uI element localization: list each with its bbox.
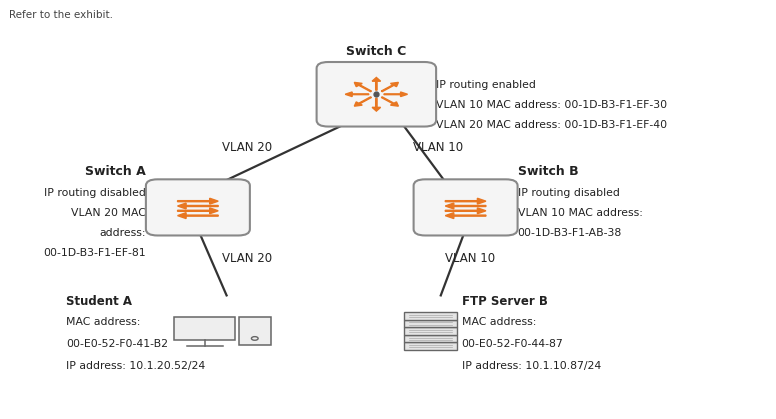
FancyBboxPatch shape	[404, 342, 457, 350]
Text: IP routing enabled: IP routing enabled	[436, 80, 536, 90]
FancyArrow shape	[345, 92, 369, 96]
FancyBboxPatch shape	[175, 316, 235, 341]
Text: VLAN 20 MAC: VLAN 20 MAC	[71, 208, 146, 218]
FancyArrow shape	[445, 213, 486, 219]
FancyArrow shape	[355, 97, 372, 106]
FancyArrow shape	[381, 83, 398, 92]
FancyBboxPatch shape	[404, 327, 457, 335]
FancyArrow shape	[372, 98, 380, 111]
FancyBboxPatch shape	[146, 179, 250, 235]
Text: FTP Server B: FTP Server B	[462, 295, 548, 308]
Text: VLAN 20: VLAN 20	[222, 141, 272, 154]
FancyArrow shape	[178, 198, 218, 204]
FancyArrow shape	[445, 208, 486, 214]
FancyBboxPatch shape	[404, 335, 457, 342]
FancyArrow shape	[381, 97, 398, 106]
Text: IP address: 10.1.10.87/24: IP address: 10.1.10.87/24	[462, 361, 601, 371]
Text: Refer to the exhibit.: Refer to the exhibit.	[9, 10, 113, 21]
Text: VLAN 10 MAC address:: VLAN 10 MAC address:	[518, 208, 643, 218]
FancyBboxPatch shape	[404, 320, 457, 327]
FancyArrow shape	[445, 198, 486, 204]
Text: VLAN 20 MAC address: 00-1D-B3-F1-EF-40: VLAN 20 MAC address: 00-1D-B3-F1-EF-40	[436, 120, 667, 130]
FancyArrow shape	[372, 78, 380, 90]
Text: MAC address:: MAC address:	[462, 317, 536, 327]
Text: Switch A: Switch A	[85, 165, 146, 178]
Text: Switch C: Switch C	[346, 45, 407, 58]
FancyArrow shape	[355, 83, 372, 92]
Text: 00-1D-B3-F1-AB-38: 00-1D-B3-F1-AB-38	[518, 228, 622, 238]
FancyArrow shape	[178, 203, 218, 209]
Text: IP address: 10.1.20.52/24: IP address: 10.1.20.52/24	[66, 361, 205, 371]
FancyArrow shape	[178, 208, 218, 214]
Text: MAC address:: MAC address:	[66, 317, 140, 327]
FancyBboxPatch shape	[404, 312, 457, 320]
FancyBboxPatch shape	[239, 317, 271, 345]
Text: IP routing disabled: IP routing disabled	[518, 188, 619, 198]
Text: Switch B: Switch B	[518, 165, 578, 178]
Text: 00-1D-B3-F1-EF-81: 00-1D-B3-F1-EF-81	[43, 248, 146, 258]
Text: VLAN 20: VLAN 20	[222, 252, 272, 265]
Text: 00-E0-52-F0-44-87: 00-E0-52-F0-44-87	[462, 339, 563, 349]
FancyBboxPatch shape	[414, 179, 518, 235]
FancyBboxPatch shape	[317, 62, 436, 127]
FancyArrow shape	[445, 203, 486, 209]
Text: address:: address:	[99, 228, 146, 238]
FancyArrow shape	[384, 92, 407, 96]
Text: IP routing disabled: IP routing disabled	[44, 188, 146, 198]
Text: VLAN 10: VLAN 10	[413, 141, 462, 154]
Text: 00-E0-52-F0-41-B2: 00-E0-52-F0-41-B2	[66, 339, 168, 349]
FancyArrow shape	[178, 213, 218, 219]
Text: Student A: Student A	[66, 295, 132, 308]
Text: VLAN 10: VLAN 10	[445, 252, 495, 265]
Text: VLAN 10 MAC address: 00-1D-B3-F1-EF-30: VLAN 10 MAC address: 00-1D-B3-F1-EF-30	[436, 100, 667, 110]
